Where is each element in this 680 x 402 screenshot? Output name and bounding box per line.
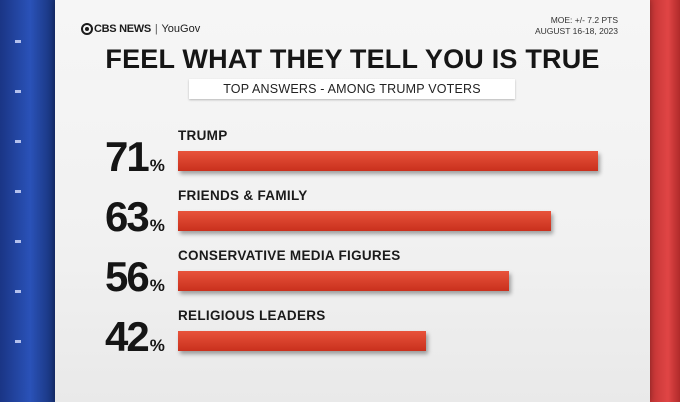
bar (178, 151, 598, 171)
percent-sign: % (149, 156, 165, 175)
bar-value-number: 71 (105, 133, 150, 180)
right-frame (650, 0, 680, 402)
moe-text: MOE: +/- 7.2 PTS (550, 15, 618, 25)
bar-value-number: 42 (105, 313, 150, 360)
bar (178, 271, 509, 291)
brand-logo: CBS NEWS | YouGov (81, 23, 200, 35)
bar-row: 42% RELIGIOUS LEADERS (55, 308, 650, 368)
chart-title: FEEL WHAT THEY TELL YOU IS TRUE (105, 44, 600, 74)
left-frame (0, 0, 55, 402)
cbs-eye-icon (81, 23, 93, 35)
brand-separator: | (154, 23, 158, 35)
percent-sign: % (149, 216, 165, 235)
survey-dates: AUGUST 16-18, 2023 (535, 26, 618, 36)
bar-category-label: TRUMP (178, 128, 228, 143)
bar (178, 211, 551, 231)
chart-panel: CBS NEWS | YouGov MOE: +/- 7.2 PTS AUGUS… (55, 0, 650, 402)
bar-category-label: FRIENDS & FAMILY (178, 188, 308, 203)
frame-marker (15, 240, 21, 243)
frame-marker (15, 290, 21, 293)
frame-marker (15, 90, 21, 93)
frame-marker (15, 40, 21, 43)
brand-cbs: CBS NEWS (94, 23, 151, 35)
bar-row: 56% CONSERVATIVE MEDIA FIGURES (55, 248, 650, 308)
bar-value-number: 63 (105, 193, 150, 240)
percent-sign: % (149, 336, 165, 355)
bar (178, 331, 426, 351)
margin-of-error: MOE: +/- 7.2 PTS AUGUST 16-18, 2023 (535, 15, 618, 37)
bar-value-label: 56% (105, 255, 165, 308)
frame-marker (15, 190, 21, 193)
frame-marker (15, 340, 21, 343)
bar-row: 63% FRIENDS & FAMILY (55, 188, 650, 248)
chart-subtitle: TOP ANSWERS - AMONG TRUMP VOTERS (189, 79, 515, 99)
bar-category-label: CONSERVATIVE MEDIA FIGURES (178, 248, 401, 263)
bar-category-label: RELIGIOUS LEADERS (178, 308, 326, 323)
frame-marker (15, 140, 21, 143)
bar-row: 71% TRUMP (55, 128, 650, 188)
brand-yougov: YouGov (161, 23, 201, 35)
percent-sign: % (149, 276, 165, 295)
bar-value-label: 71% (105, 135, 165, 188)
bar-value-label: 63% (105, 195, 165, 248)
bar-value-number: 56 (105, 253, 150, 300)
bar-value-label: 42% (105, 315, 165, 368)
